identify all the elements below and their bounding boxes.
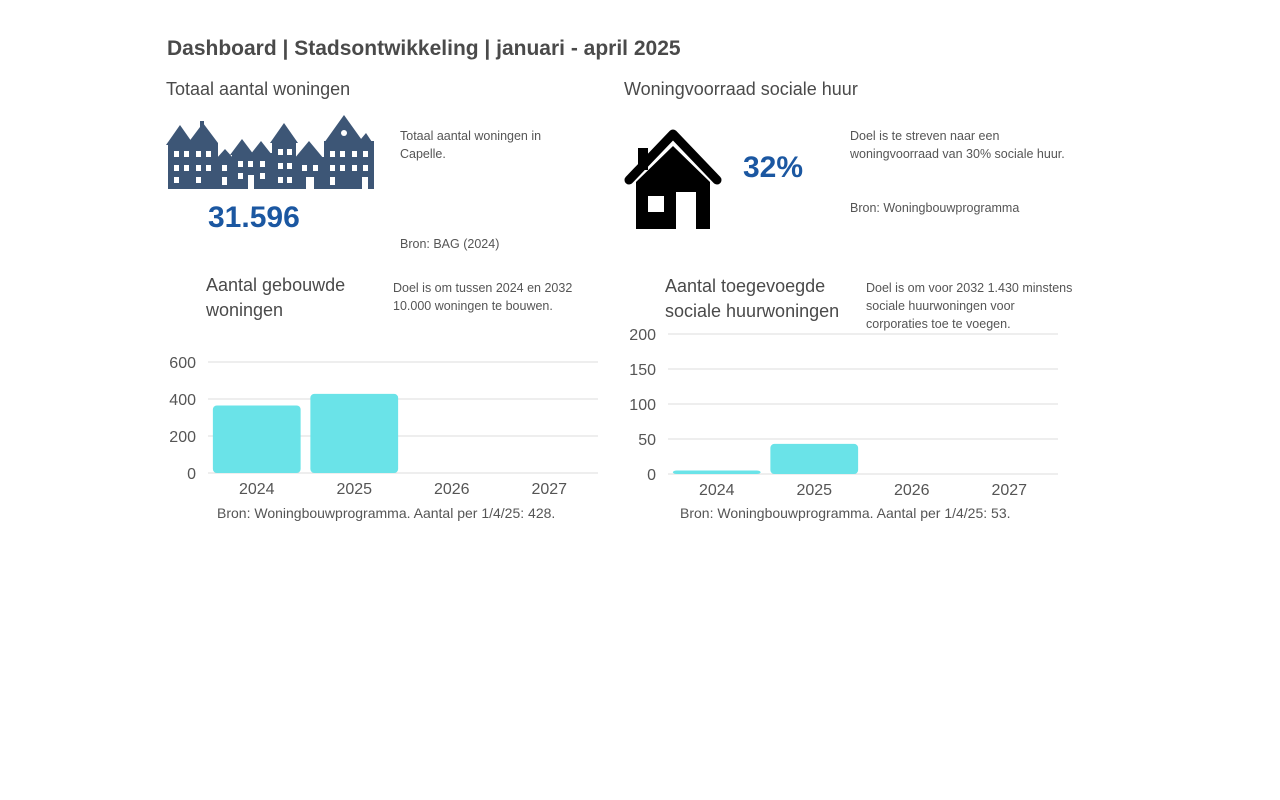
toegevoegd-goal: Doel is om voor 2032 1.430 minstens soci… (866, 281, 1073, 331)
bar-2025 (310, 393, 399, 473)
city-buildings-icon (166, 115, 374, 189)
x-tick-label: 2027 (991, 482, 1027, 499)
sociale-huur-title: Woningvoorraad sociale huur (624, 79, 858, 99)
y-tick-label: 200 (629, 327, 656, 344)
toegevoegd-source: Bron: Woningbouwprogramma. Aantal per 1/… (680, 505, 1011, 521)
gebouwd-bar-chart: 0 200 400 600 2024 2025 2026 2027 (169, 355, 598, 498)
y-tick-label: 50 (638, 432, 656, 449)
gebouwd-goal: Doel is om tussen 2024 en 2032 10.000 wo… (393, 281, 573, 313)
x-tick-label: 2024 (239, 481, 275, 498)
y-tick-label: 0 (187, 466, 196, 483)
x-tick-label: 2026 (894, 482, 930, 499)
woningen-source: Bron: BAG (2024) (400, 237, 500, 251)
bar-2024 (212, 405, 301, 473)
x-tick-label: 2026 (434, 481, 470, 498)
y-tick-label: 150 (629, 362, 656, 379)
x-tick-label: 2025 (336, 481, 372, 498)
sociale-huur-source: Bron: Woningbouwprogramma (850, 201, 1020, 215)
bar-2024 (672, 470, 761, 474)
gebouwd-source: Bron: Woningbouwprogramma. Aantal per 1/… (217, 505, 556, 521)
y-tick-label: 200 (169, 429, 196, 446)
x-tick-label: 2024 (699, 482, 735, 499)
toegevoegd-chart-title: Aantal toegevoegde sociale huurwoningen (665, 276, 840, 321)
y-tick-label: 400 (169, 392, 196, 409)
woningen-title: Totaal aantal woningen (166, 79, 351, 99)
x-tick-label: 2025 (796, 482, 832, 499)
gebouwd-chart-title: Aantal gebouwde woningen (206, 275, 346, 320)
page-title: Dashboard | Stadsontwikkeling | januari … (167, 37, 681, 60)
y-tick-label: 600 (169, 355, 196, 372)
x-tick-label: 2027 (531, 481, 567, 498)
woningen-description: Totaal aantal woningen in Capelle. (400, 129, 542, 161)
bar-2025 (770, 443, 859, 474)
sociale-huur-value: 32% (743, 151, 804, 184)
toegevoegd-bar-chart: 0 50 100 150 200 2024 2025 2026 2027 (629, 327, 1058, 499)
sociale-huur-description: Doel is te streven naar een woningvoorra… (850, 129, 1065, 161)
house-icon (624, 129, 722, 229)
y-tick-label: 0 (647, 467, 656, 484)
y-tick-label: 100 (629, 397, 656, 414)
woningen-value: 31.596 (208, 201, 300, 234)
